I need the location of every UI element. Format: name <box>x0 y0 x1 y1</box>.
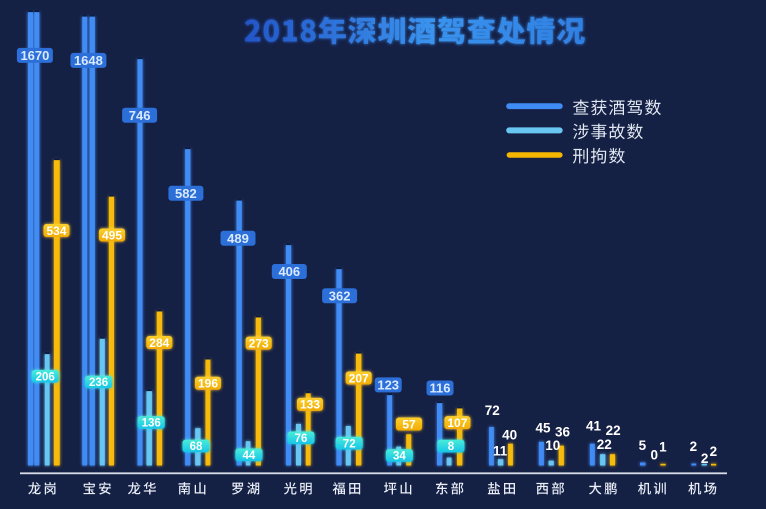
svg-text:534: 534 <box>46 224 66 238</box>
svg-text:362: 362 <box>329 288 351 303</box>
svg-text:746: 746 <box>129 108 151 123</box>
svg-text:136: 136 <box>142 418 161 430</box>
svg-text:11: 11 <box>493 444 508 459</box>
svg-text:2: 2 <box>701 451 709 466</box>
svg-text:57: 57 <box>402 417 416 431</box>
svg-text:196: 196 <box>198 377 218 391</box>
svg-text:76: 76 <box>295 433 308 445</box>
svg-text:22: 22 <box>597 437 612 452</box>
svg-text:68: 68 <box>190 441 203 453</box>
svg-text:72: 72 <box>485 403 500 418</box>
svg-text:406: 406 <box>278 264 300 279</box>
svg-text:10: 10 <box>545 438 560 453</box>
svg-text:582: 582 <box>175 186 197 201</box>
svg-text:207: 207 <box>349 371 369 385</box>
svg-text:36: 36 <box>555 425 571 440</box>
svg-text:5: 5 <box>639 438 647 453</box>
svg-text:45: 45 <box>535 420 551 435</box>
svg-text:22: 22 <box>606 423 621 438</box>
svg-text:1: 1 <box>659 440 667 455</box>
svg-text:34: 34 <box>393 451 406 463</box>
svg-text:72: 72 <box>343 438 356 450</box>
svg-text:116: 116 <box>430 381 451 396</box>
svg-text:107: 107 <box>447 416 467 430</box>
svg-text:489: 489 <box>227 231 249 246</box>
svg-text:0: 0 <box>651 448 659 463</box>
svg-text:2: 2 <box>690 439 698 454</box>
svg-text:44: 44 <box>243 450 256 462</box>
svg-text:8: 8 <box>448 441 455 453</box>
svg-text:41: 41 <box>586 419 602 434</box>
svg-text:123: 123 <box>377 378 399 393</box>
svg-text:273: 273 <box>249 336 269 350</box>
svg-text:236: 236 <box>89 377 108 389</box>
svg-text:284: 284 <box>149 336 169 350</box>
svg-text:40: 40 <box>502 428 517 443</box>
svg-text:133: 133 <box>300 398 320 412</box>
svg-text:2: 2 <box>710 444 718 459</box>
svg-text:495: 495 <box>102 228 122 242</box>
svg-text:206: 206 <box>36 371 55 383</box>
svg-text:1670: 1670 <box>20 48 49 63</box>
svg-text:1648: 1648 <box>74 53 103 68</box>
